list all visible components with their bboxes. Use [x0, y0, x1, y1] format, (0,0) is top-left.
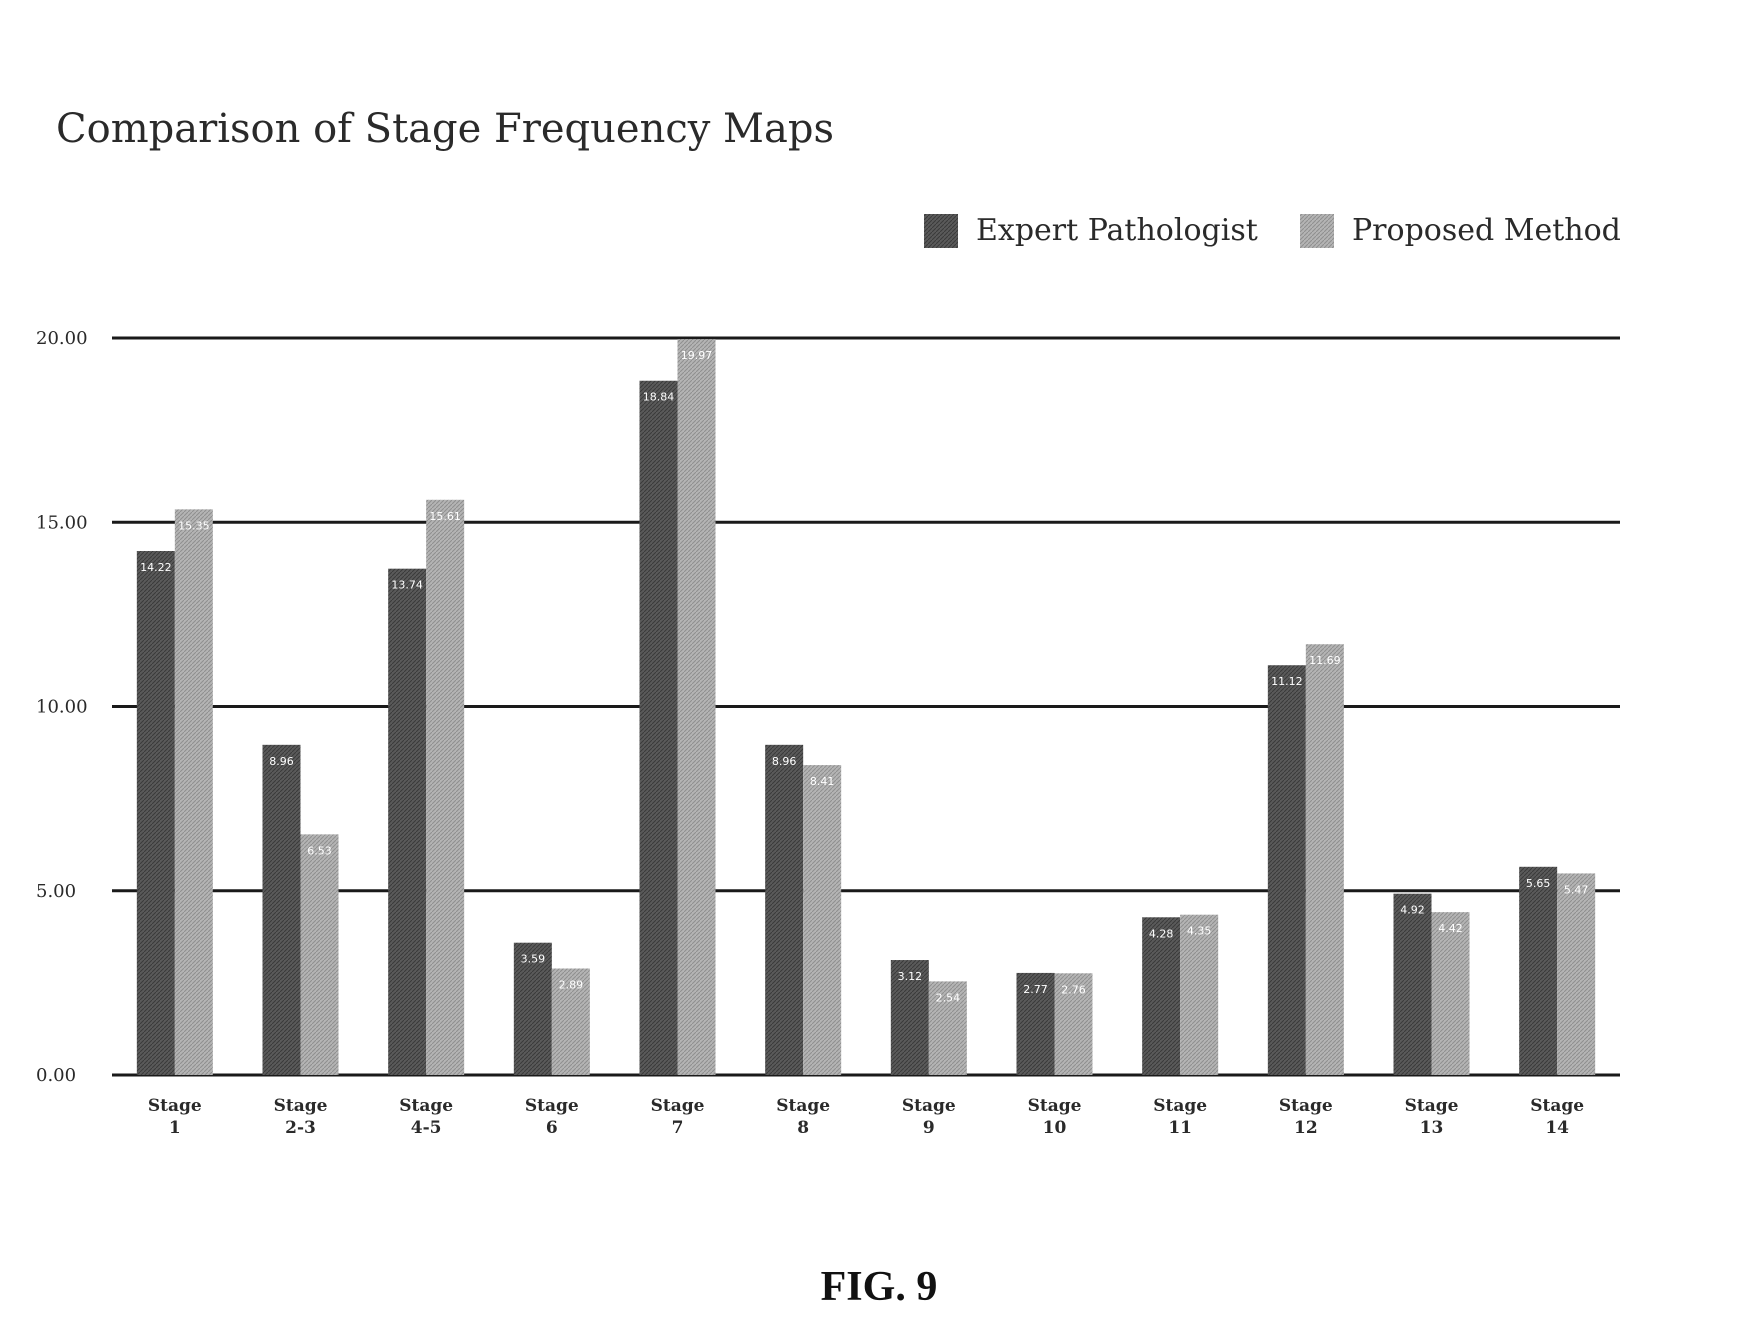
bar-proposed-0 [174, 509, 213, 1075]
data-label-expert-9: 11.12 [1271, 675, 1303, 688]
data-label-proposed-1: 6.53 [307, 844, 332, 857]
x-category-label-0: Stage [148, 1096, 202, 1116]
chart-title: Comparison of Stage Frequency Maps [56, 106, 834, 152]
bar-expert-7 [1016, 972, 1055, 1075]
data-label-expert-0: 14.22 [140, 561, 172, 574]
y-tick-label: 15.00 [36, 512, 88, 533]
data-label-proposed-11: 5.47 [1564, 883, 1589, 896]
data-label-proposed-7: 2.76 [1061, 983, 1086, 996]
bar-proposed-6 [928, 981, 967, 1075]
bar-expert-5 [765, 744, 804, 1075]
x-category-label-4: Stage [651, 1096, 705, 1116]
bar-expert-6 [890, 960, 929, 1075]
data-label-expert-1: 8.96 [269, 755, 294, 768]
bar-proposed-7 [1054, 973, 1093, 1075]
x-category-number-5: 8 [797, 1118, 809, 1138]
data-label-proposed-4: 19.97 [681, 349, 713, 362]
y-tick-label: 20.00 [36, 328, 88, 349]
y-tick-label: 5.00 [36, 881, 76, 902]
bar-expert-2 [388, 568, 427, 1075]
x-category-label-5: Stage [776, 1096, 830, 1116]
bar-proposed-2 [426, 499, 465, 1076]
figure-caption: FIG. 9 [821, 1264, 938, 1310]
bar-expert-8 [1142, 917, 1181, 1075]
x-axis-categories: Stage1Stage2-3Stage4-5Stage6Stage7Stage8… [148, 1096, 1584, 1138]
x-category-label-2: Stage [399, 1096, 453, 1116]
x-category-number-11: 14 [1545, 1118, 1569, 1138]
bar-proposed-9 [1305, 644, 1344, 1075]
bar-expert-10 [1393, 893, 1432, 1075]
x-category-number-10: 13 [1420, 1118, 1444, 1138]
x-category-label-3: Stage [525, 1096, 579, 1116]
x-category-label-9: Stage [1279, 1096, 1333, 1116]
legend-label-proposed: Proposed Method [1352, 213, 1621, 248]
x-category-label-10: Stage [1405, 1096, 1459, 1116]
x-category-number-3: 6 [546, 1118, 558, 1138]
data-label-expert-8: 4.28 [1149, 927, 1174, 940]
bar-proposed-5 [803, 765, 842, 1075]
bar-expert-3 [513, 942, 552, 1075]
data-label-proposed-9: 11.69 [1309, 654, 1341, 667]
data-label-proposed-8: 4.35 [1187, 925, 1212, 938]
data-label-proposed-5: 8.41 [810, 775, 835, 788]
x-category-label-8: Stage [1153, 1096, 1207, 1116]
data-label-proposed-6: 2.54 [936, 991, 961, 1004]
bar-expert-1 [262, 744, 301, 1075]
bar-expert-4 [639, 380, 678, 1076]
x-category-label-11: Stage [1530, 1096, 1584, 1116]
y-tick-label: 10.00 [36, 697, 88, 718]
x-category-number-6: 9 [923, 1118, 935, 1138]
x-category-number-2: 4-5 [411, 1118, 442, 1138]
data-label-expert-7: 2.77 [1023, 983, 1048, 996]
bar-proposed-11 [1557, 873, 1596, 1075]
y-tick-label: 0.00 [36, 1065, 76, 1086]
bar-proposed-10 [1431, 912, 1470, 1075]
data-label-expert-2: 13.74 [391, 579, 423, 592]
data-label-expert-11: 5.65 [1526, 877, 1551, 890]
data-label-expert-5: 8.96 [772, 755, 797, 768]
data-label-expert-10: 4.92 [1400, 904, 1425, 917]
legend-swatch-expert [924, 214, 958, 248]
legend-label-expert: Expert Pathologist [976, 213, 1258, 248]
data-label-proposed-2: 15.61 [429, 510, 461, 523]
bar-proposed-3 [551, 968, 590, 1075]
legend-swatch-proposed [1300, 214, 1334, 248]
data-label-proposed-10: 4.42 [1438, 922, 1463, 935]
data-label-expert-4: 18.84 [643, 391, 675, 404]
x-category-number-9: 12 [1294, 1118, 1318, 1138]
gridlines [112, 336, 1620, 1077]
bar-proposed-4 [677, 339, 716, 1076]
x-category-label-1: Stage [274, 1096, 328, 1116]
bars [136, 339, 1596, 1076]
x-category-label-6: Stage [902, 1096, 956, 1116]
bar-proposed-8 [1180, 914, 1219, 1075]
data-labels: 14.22 15.35 8.96 6.53 13.74 15.61 3.59 2.89 18.8… [140, 349, 1588, 1004]
data-label-proposed-0: 15.35 [178, 519, 210, 532]
x-category-label-7: Stage [1028, 1096, 1082, 1116]
x-category-number-0: 1 [169, 1118, 181, 1138]
bar-proposed-1 [300, 834, 339, 1075]
data-label-expert-6: 3.12 [898, 970, 923, 983]
data-label-proposed-3: 2.89 [559, 979, 584, 992]
bar-expert-9 [1267, 665, 1306, 1075]
bar-expert-11 [1519, 866, 1558, 1075]
x-category-number-1: 2-3 [285, 1118, 316, 1138]
x-category-number-7: 10 [1043, 1118, 1067, 1138]
x-category-number-4: 7 [672, 1118, 684, 1138]
data-label-expert-3: 3.59 [521, 953, 546, 966]
y-axis-ticks: 0.00 5.00 10.00 15.00 20.00 [36, 328, 88, 1086]
x-category-number-8: 11 [1168, 1118, 1192, 1138]
bar-expert-0 [136, 550, 175, 1075]
legend: Expert Pathologist Proposed Method [924, 213, 1621, 248]
